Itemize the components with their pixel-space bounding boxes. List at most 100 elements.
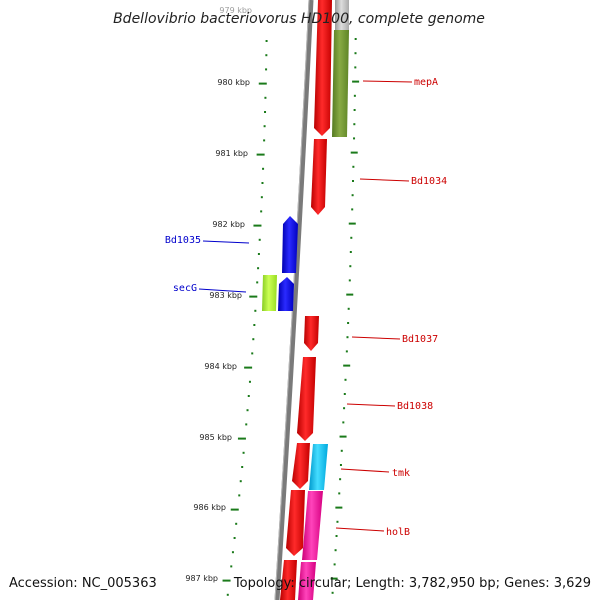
scale-tick bbox=[257, 253, 260, 255]
scale-tick bbox=[349, 265, 352, 268]
topology-label: Topology: circular; Length: 3,782,950 bp… bbox=[233, 576, 591, 591]
leader-line bbox=[351, 336, 401, 340]
scale-tick bbox=[334, 549, 337, 552]
leader-line bbox=[335, 527, 385, 532]
feature-magenta-bottom[interactable] bbox=[298, 562, 316, 600]
leader-line bbox=[346, 403, 396, 407]
page-title: Bdellovibrio bacteriovorus HD100, comple… bbox=[113, 11, 485, 27]
scale-tick bbox=[238, 494, 241, 497]
scale-tick bbox=[265, 68, 268, 71]
scale-tick bbox=[235, 522, 238, 525]
scale-tick bbox=[339, 478, 342, 481]
leader-line bbox=[359, 178, 410, 182]
scale-tick bbox=[347, 322, 350, 324]
scale-tick bbox=[246, 409, 249, 412]
leader-line bbox=[198, 288, 247, 293]
kbp-label: 986 kbp bbox=[193, 503, 226, 512]
gene-label-Bd1035[interactable]: Bd1035 bbox=[165, 235, 201, 246]
scale-tick bbox=[339, 435, 347, 438]
kbp-label: 979 kbp bbox=[219, 6, 252, 15]
scale-tick bbox=[354, 38, 357, 40]
scale-tick bbox=[258, 82, 267, 85]
scale-tick bbox=[257, 267, 260, 270]
scale-tick bbox=[353, 123, 356, 126]
scale-tick bbox=[347, 307, 350, 310]
scale-tick bbox=[222, 579, 231, 582]
scale-tick bbox=[348, 279, 351, 282]
kbp-label: 985 kbp bbox=[199, 433, 232, 442]
gene-label-Bd1034[interactable]: Bd1034 bbox=[411, 176, 447, 187]
scale-tick bbox=[353, 137, 356, 140]
accession-label: Accession: NC_005363 bbox=[9, 576, 157, 591]
scale-tick bbox=[254, 309, 257, 312]
gene-label-Bd1038[interactable]: Bd1038 bbox=[397, 401, 433, 412]
scale-tick bbox=[263, 125, 266, 128]
scale-tick bbox=[346, 293, 354, 296]
kbp-label: 984 kbp bbox=[204, 362, 237, 371]
scale-tick bbox=[352, 80, 360, 83]
scale-tick bbox=[338, 492, 341, 495]
kbp-label: 980 kbp bbox=[217, 78, 250, 87]
scale-tick bbox=[262, 167, 265, 170]
scale-tick bbox=[265, 54, 268, 57]
scale-tick bbox=[245, 423, 248, 426]
scale-tick bbox=[237, 437, 246, 440]
scale-tick bbox=[343, 393, 346, 395]
scale-tick bbox=[346, 336, 349, 339]
feature-mepA[interactable] bbox=[314, 0, 332, 136]
feature-cyan[interactable] bbox=[309, 444, 328, 490]
scale-tick bbox=[345, 350, 348, 353]
feature-tmk[interactable] bbox=[292, 443, 310, 489]
feature-grey[interactable] bbox=[335, 0, 349, 32]
gene-label-mepA[interactable]: mepA bbox=[414, 77, 438, 88]
scale-tick bbox=[343, 364, 351, 367]
scale-tick bbox=[344, 378, 347, 381]
scale-tick bbox=[241, 466, 244, 468]
feature-Bd1037[interactable] bbox=[304, 316, 319, 351]
gene-label-secG[interactable]: secG bbox=[173, 283, 197, 294]
scale-tick bbox=[263, 139, 266, 142]
leader-line bbox=[202, 240, 250, 244]
gene-label-holB[interactable]: holB bbox=[386, 527, 410, 538]
scale-tick bbox=[230, 508, 239, 511]
scale-tick bbox=[343, 407, 346, 410]
scale-tick bbox=[348, 222, 356, 225]
gene-label-tmk[interactable]: tmk bbox=[392, 468, 410, 479]
scale-tick bbox=[265, 40, 268, 42]
scale-tick bbox=[244, 366, 253, 369]
scale-tick bbox=[352, 165, 355, 168]
scale-tick bbox=[352, 180, 354, 182]
scale-tick bbox=[349, 251, 352, 253]
feature-olive[interactable] bbox=[332, 30, 349, 137]
scale-tick bbox=[342, 421, 345, 424]
scale-tick bbox=[353, 109, 356, 111]
feature-holB[interactable] bbox=[286, 490, 305, 556]
feature-red-bottom[interactable] bbox=[280, 560, 297, 600]
scale-tick bbox=[335, 506, 343, 509]
scale-tick bbox=[335, 535, 338, 537]
feature-Bd1035[interactable] bbox=[282, 216, 298, 273]
kbp-scale: 979 kbp 980 kbp 981 kbp 982 kbp 983 kbp … bbox=[185, 6, 252, 583]
kbp-label: 987 kbp bbox=[185, 574, 218, 583]
scale-tick bbox=[331, 591, 334, 594]
scale-tick bbox=[350, 236, 353, 239]
feature-track bbox=[262, 0, 349, 600]
scale-tick bbox=[247, 395, 250, 397]
scale-tick bbox=[253, 324, 256, 326]
feature-secG[interactable] bbox=[278, 277, 294, 311]
scale-tick bbox=[339, 464, 342, 466]
scale-tick bbox=[340, 449, 343, 452]
scale-tick bbox=[351, 194, 354, 197]
scale-ticks bbox=[222, 38, 360, 596]
scale-tick bbox=[353, 94, 356, 97]
feature-Bd1034[interactable] bbox=[311, 139, 327, 215]
scale-tick bbox=[249, 295, 258, 298]
kbp-label: 983 kbp bbox=[209, 291, 242, 300]
gene-label-Bd1037[interactable]: Bd1037 bbox=[402, 334, 438, 345]
scale-tick bbox=[264, 111, 267, 113]
feature-Bd1038[interactable] bbox=[297, 357, 316, 441]
scale-tick bbox=[261, 182, 264, 184]
feature-lime[interactable] bbox=[262, 275, 277, 311]
feature-magenta[interactable] bbox=[302, 491, 323, 560]
scale-tick bbox=[239, 480, 242, 483]
